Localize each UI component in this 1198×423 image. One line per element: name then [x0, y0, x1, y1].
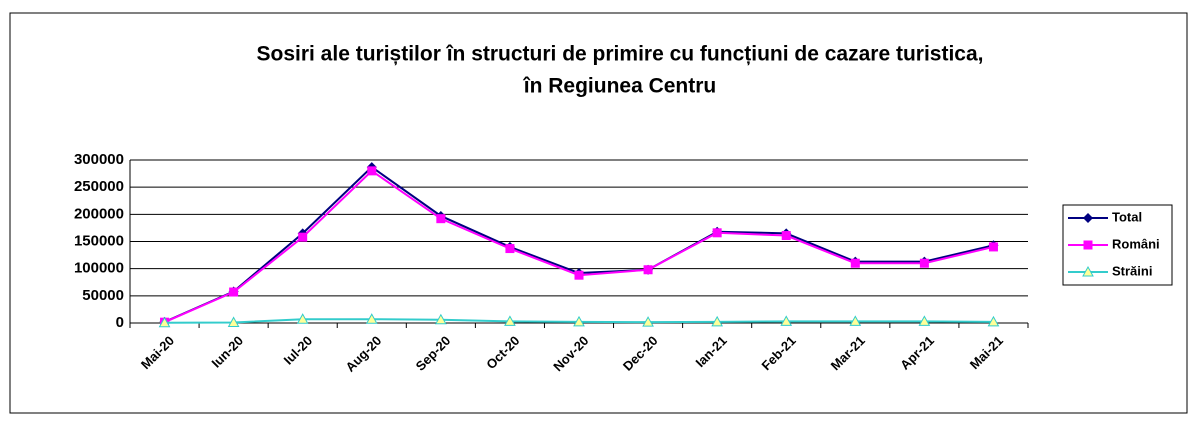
marker	[434, 313, 447, 325]
marker	[850, 258, 860, 268]
marker	[504, 315, 516, 326]
marker	[918, 315, 931, 326]
y-tick-label: 50000	[82, 287, 124, 304]
legend-label: Străini	[1112, 263, 1152, 278]
marker	[711, 315, 724, 327]
marker	[1083, 213, 1093, 223]
marker	[780, 315, 793, 326]
marker	[229, 287, 239, 297]
marker	[298, 232, 308, 242]
marker	[436, 214, 446, 224]
marker	[573, 315, 585, 327]
marker	[296, 313, 309, 324]
chart-title: Sosiri ale turiștilor în structuri de pr…	[256, 43, 983, 66]
y-tick-label: 250000	[74, 178, 124, 195]
y-tick-label: 200000	[74, 205, 124, 222]
marker	[642, 316, 654, 327]
marker	[988, 242, 998, 252]
legend-label: Români	[1112, 236, 1160, 251]
legend-label: Total	[1112, 209, 1142, 224]
marker	[1083, 240, 1093, 250]
marker	[849, 315, 862, 326]
marker	[643, 265, 653, 275]
marker	[919, 258, 929, 268]
marker	[987, 315, 1000, 327]
marker	[227, 316, 240, 327]
marker	[505, 244, 515, 254]
chart-frame	[9, 12, 1188, 414]
y-tick-label: 150000	[74, 232, 124, 249]
marker	[712, 228, 722, 238]
marker	[781, 231, 791, 241]
marker	[574, 270, 584, 280]
y-tick-label: 100000	[74, 260, 124, 277]
marker	[1082, 265, 1094, 277]
y-tick-label: 0	[116, 314, 124, 331]
marker	[365, 313, 378, 324]
y-tick-label: 300000	[74, 151, 124, 168]
marker	[158, 316, 171, 328]
marker	[367, 166, 377, 176]
chart-title: în Regiunea Centru	[523, 75, 717, 98]
